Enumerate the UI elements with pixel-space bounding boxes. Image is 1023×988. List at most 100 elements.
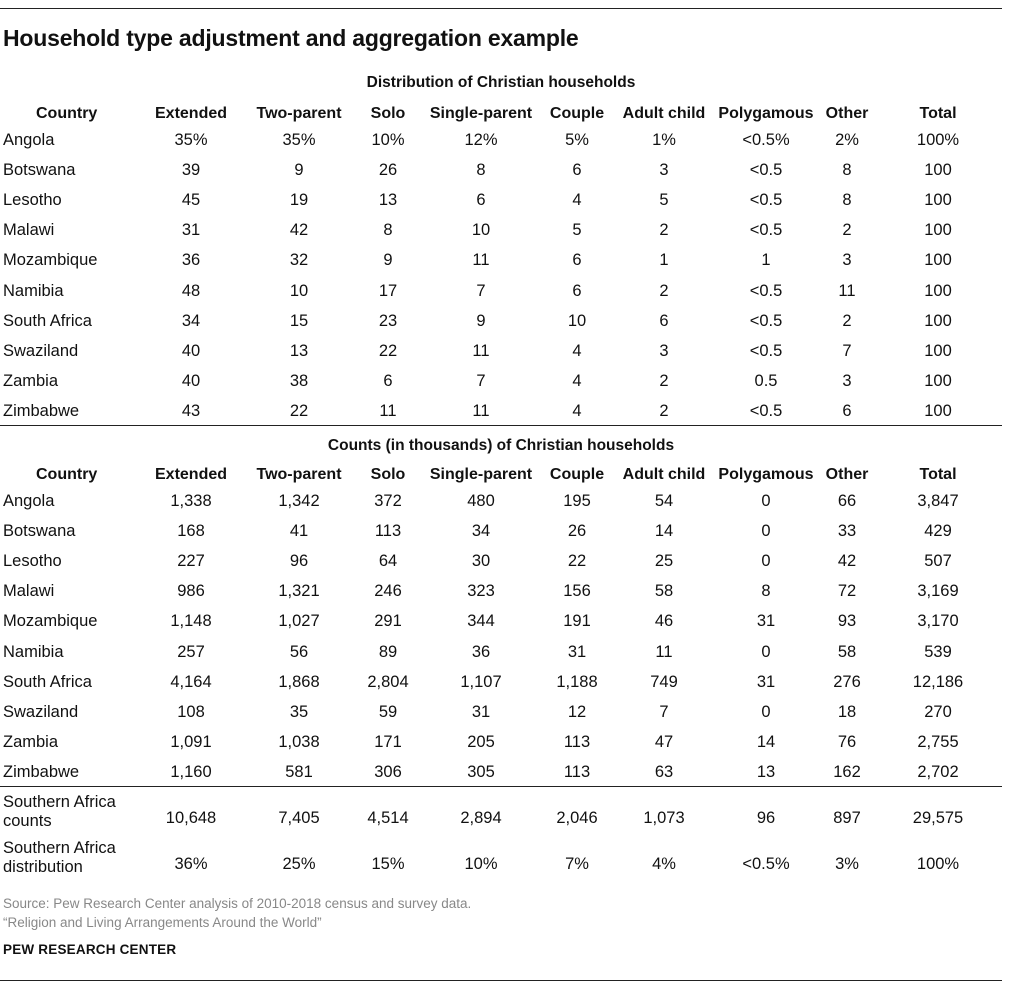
cell-solo: 9 bbox=[383, 251, 393, 270]
cell-extended: 986 bbox=[177, 582, 205, 601]
cell-adult-child: 2 bbox=[659, 281, 669, 300]
cell-adult-child: 5 bbox=[659, 191, 669, 210]
cell-solo: 23 bbox=[378, 311, 398, 330]
cell-couple: 4 bbox=[572, 341, 582, 360]
cell-other: 3 bbox=[842, 371, 852, 390]
cell-single-parent: 8 bbox=[476, 161, 486, 180]
cell-other: 33 bbox=[837, 522, 857, 541]
cell-two-parent: 10 bbox=[289, 281, 309, 300]
cell-total: 100 bbox=[924, 371, 952, 390]
cell-adult-child: 2 bbox=[659, 221, 669, 240]
cell-two-parent: 56 bbox=[289, 642, 309, 661]
cell-polygamous: 0 bbox=[761, 522, 771, 541]
cell-country: Lesotho bbox=[3, 552, 62, 571]
cell-country: Zimbabwe bbox=[3, 762, 80, 781]
cell-extended: 48 bbox=[181, 281, 201, 300]
header-two-parent: Two-parent bbox=[256, 105, 342, 122]
header-adult-child: Adult child bbox=[622, 466, 706, 483]
header-single-parent: Single-parent bbox=[429, 466, 533, 483]
cell-polygamous: <0.5 bbox=[749, 341, 783, 360]
cell-adult-child: 3 bbox=[659, 161, 669, 180]
cell-couple: 5 bbox=[572, 221, 582, 240]
cell-two-parent: 19 bbox=[289, 191, 309, 210]
cell-two-parent: 42 bbox=[289, 221, 309, 240]
table-row: Zimbabwe 43 22 11 11 4 2 <0.5 6 100 bbox=[0, 396, 1002, 426]
cell-country: Namibia bbox=[3, 281, 64, 300]
cell-two-parent: 1,038 bbox=[278, 732, 320, 751]
cell-solo: 26 bbox=[378, 161, 398, 180]
cell-couple: 4 bbox=[572, 401, 582, 420]
header-total: Total bbox=[919, 105, 957, 122]
cell-solo: 306 bbox=[374, 762, 402, 781]
cell-single-parent: 36 bbox=[471, 642, 491, 661]
cell-two-parent: 13 bbox=[289, 341, 309, 360]
cell-adult-child: 7 bbox=[659, 702, 669, 721]
cell-country: Malawi bbox=[3, 221, 55, 240]
cell-couple: 2,046 bbox=[556, 809, 598, 827]
cell-two-parent: 581 bbox=[285, 762, 313, 781]
table-row: Angola 1,338 1,342 372 480 195 54 0 66 3,847 bbox=[0, 486, 1002, 516]
cell-extended: 10,648 bbox=[165, 809, 217, 827]
cell-polygamous: 14 bbox=[756, 732, 776, 751]
table-row: Swaziland 40 13 22 11 4 3 <0.5 7 100 bbox=[0, 336, 1002, 366]
cell-other: 11 bbox=[838, 281, 856, 300]
cell-other: 93 bbox=[837, 612, 857, 631]
cell-country: South Africa bbox=[3, 311, 92, 330]
header-other: Other bbox=[825, 105, 869, 122]
cell-solo: 113 bbox=[374, 522, 402, 541]
cell-total: 2,755 bbox=[917, 732, 959, 751]
header-solo: Solo bbox=[370, 105, 406, 122]
table-row: Botswana 39 9 26 8 6 3 <0.5 8 100 bbox=[0, 155, 1002, 185]
cell-single-parent: 205 bbox=[467, 732, 495, 751]
table-row: Zimbabwe 1,160 581 306 305 113 63 13 162 2,702 bbox=[0, 757, 1002, 787]
cell-couple: 113 bbox=[563, 762, 591, 781]
cell-single-parent: 9 bbox=[476, 311, 486, 330]
cell-extended: 4,164 bbox=[170, 672, 212, 691]
cell-adult-child: 4% bbox=[652, 855, 676, 873]
cell-two-parent: 41 bbox=[289, 522, 309, 541]
table-row: Angola 35% 35% 10% 12% 5% 1% <0.5% 2% 100% bbox=[0, 125, 1002, 155]
cell-extended: 43 bbox=[181, 401, 201, 420]
cell-other: 897 bbox=[833, 809, 861, 827]
table-row: Zambia 1,091 1,038 171 205 113 47 14 76 2,755 bbox=[0, 727, 1002, 757]
table-row: Malawi 31 42 8 10 5 2 <0.5 2 100 bbox=[0, 215, 1002, 245]
cell-extended: 168 bbox=[177, 522, 205, 541]
cell-other: 42 bbox=[837, 552, 857, 571]
cell-adult-child: 47 bbox=[654, 732, 674, 751]
cell-extended: 34 bbox=[181, 311, 201, 330]
cell-solo: 246 bbox=[374, 582, 402, 601]
cell-couple: 7% bbox=[565, 855, 589, 873]
cell-couple: 10 bbox=[567, 311, 587, 330]
cell-other: 72 bbox=[837, 582, 857, 601]
cell-polygamous: <0.5 bbox=[749, 281, 783, 300]
cell-adult-child: 1 bbox=[659, 251, 669, 270]
cell-polygamous: <0.5 bbox=[749, 401, 783, 420]
cell-couple: 6 bbox=[572, 251, 582, 270]
cell-two-parent: 1,321 bbox=[278, 582, 320, 601]
cell-solo: 17 bbox=[378, 281, 398, 300]
cell-two-parent: 96 bbox=[289, 552, 309, 571]
cell-total: 3,847 bbox=[917, 492, 959, 510]
cell-extended: 257 bbox=[177, 642, 205, 661]
cell-two-parent: 32 bbox=[289, 251, 309, 270]
cell-total: 100% bbox=[916, 855, 960, 873]
cell-country: Southern Africa counts bbox=[3, 793, 116, 830]
cell-solo: 291 bbox=[374, 612, 402, 631]
cell-two-parent: 22 bbox=[289, 401, 309, 420]
cell-adult-child: 6 bbox=[659, 311, 669, 330]
header-extended: Extended bbox=[154, 105, 228, 122]
cell-single-parent: 11 bbox=[472, 341, 490, 360]
cell-extended: 1,148 bbox=[170, 612, 212, 631]
cell-single-parent: 30 bbox=[471, 552, 491, 571]
header-single-parent: Single-parent bbox=[429, 105, 533, 122]
cell-country: Botswana bbox=[3, 161, 76, 180]
cell-adult-child: 63 bbox=[654, 762, 674, 781]
cell-polygamous: <0.5 bbox=[749, 221, 783, 240]
cell-country: Swaziland bbox=[3, 702, 79, 721]
cell-country: Zambia bbox=[3, 732, 59, 751]
cell-polygamous: 0 bbox=[761, 702, 771, 721]
cell-polygamous: <0.5% bbox=[742, 855, 790, 873]
cell-couple: 12 bbox=[567, 702, 587, 721]
table-header-row: Country Extended Two-parent Solo Single-pare… bbox=[0, 99, 1002, 129]
cell-solo: 6 bbox=[383, 371, 393, 390]
